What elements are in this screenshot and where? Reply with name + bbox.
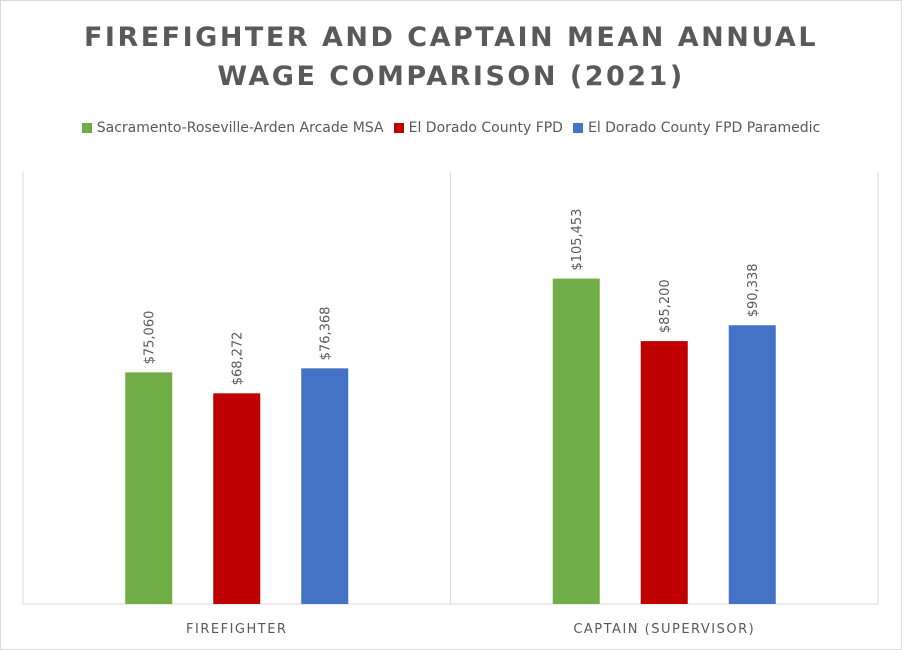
data-label-1-0: $105,453: [570, 209, 585, 271]
bar-0-0: [125, 372, 173, 604]
chart-title: FIREFIGHTER AND CAPTAIN MEAN ANNUAL WAGE…: [83, 22, 819, 92]
bar-0-1: [213, 393, 261, 604]
bar-0-2: [301, 368, 349, 604]
bar-1-1: [640, 341, 688, 604]
chart-legend: Sacramento-Roseville-Arden Arcade MSA El…: [0, 120, 902, 136]
legend-swatch-paramedic: [572, 123, 583, 133]
legend-item-fpd: El Dorado County FPD: [393, 120, 563, 136]
data-label-1-2: $90,338: [746, 263, 761, 317]
legend-item-paramedic: El Dorado County FPD Paramedic: [572, 120, 821, 136]
category-label-1: CAPTAIN (SUPERVISOR): [573, 622, 755, 637]
bar-1-2: [728, 325, 776, 604]
plot-data-labels: $75,060 $68,272 $76,368 $105,453 $85,200 $90,…: [143, 209, 762, 386]
legend-label-msa: Sacramento-Roseville-Arden Arcade MSA: [96, 120, 384, 136]
plot-category-labels: FIREFIGHTER CAPTAIN (SUPERVISOR): [186, 622, 755, 637]
legend-label-fpd: El Dorado County FPD: [408, 120, 563, 136]
bar-1-0: [552, 278, 600, 604]
category-label-0: FIREFIGHTER: [186, 622, 287, 637]
data-label-0-2: $76,368: [319, 307, 334, 361]
data-label-1-1: $85,200: [658, 279, 673, 333]
legend-label-paramedic: El Dorado County FPD Paramedic: [587, 120, 821, 136]
legend-swatch-msa: [81, 123, 92, 133]
legend-swatch-fpd: [393, 123, 404, 133]
data-label-0-0: $75,060: [143, 311, 158, 365]
data-label-0-1: $68,272: [231, 332, 246, 386]
legend-item-msa: Sacramento-Roseville-Arden Arcade MSA: [81, 120, 384, 136]
plot-bars: [125, 278, 776, 604]
